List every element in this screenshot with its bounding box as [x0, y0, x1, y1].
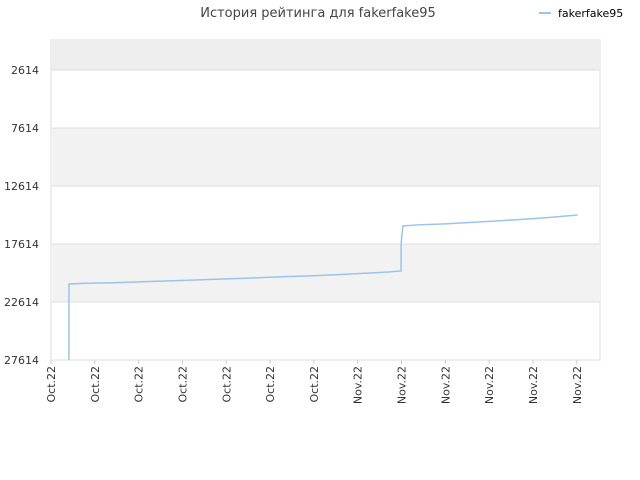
chart-title: История рейтинга для fakerfake95 — [200, 6, 436, 21]
grid-band — [51, 40, 600, 70]
x-tick-label: Oct.22 — [220, 366, 233, 403]
y-tick-label: 27614 — [4, 354, 39, 367]
x-tick-label: Nov.22 — [439, 366, 452, 404]
x-tick-label: Oct.22 — [89, 366, 102, 403]
x-tick-label: Oct.22 — [308, 366, 321, 403]
grid-band — [51, 127, 600, 186]
x-tick-label: Nov.22 — [483, 366, 496, 404]
y-tick-label: 7614 — [11, 122, 39, 135]
x-tick-label: Nov.22 — [527, 366, 540, 404]
series-line — [68, 214, 578, 360]
legend-label: fakerfake95 — [558, 7, 623, 20]
y-tick-label: 12614 — [4, 180, 39, 193]
x-tick-label: Nov.22 — [396, 366, 409, 404]
y-tick-label: 17614 — [4, 238, 39, 251]
x-tick-label: Oct.22 — [45, 366, 58, 403]
y-tick-label: 22614 — [4, 296, 39, 309]
x-tick-label: Oct.22 — [264, 366, 277, 403]
plot-area — [50, 39, 601, 361]
grid-band — [51, 243, 600, 302]
x-tick-label: Oct.22 — [133, 366, 146, 403]
y-tick-label: 2614 — [11, 64, 39, 77]
x-tick-label: Oct.22 — [176, 366, 189, 403]
x-tick-label: Nov.22 — [352, 366, 365, 404]
x-tick-label: Nov.22 — [571, 366, 584, 404]
